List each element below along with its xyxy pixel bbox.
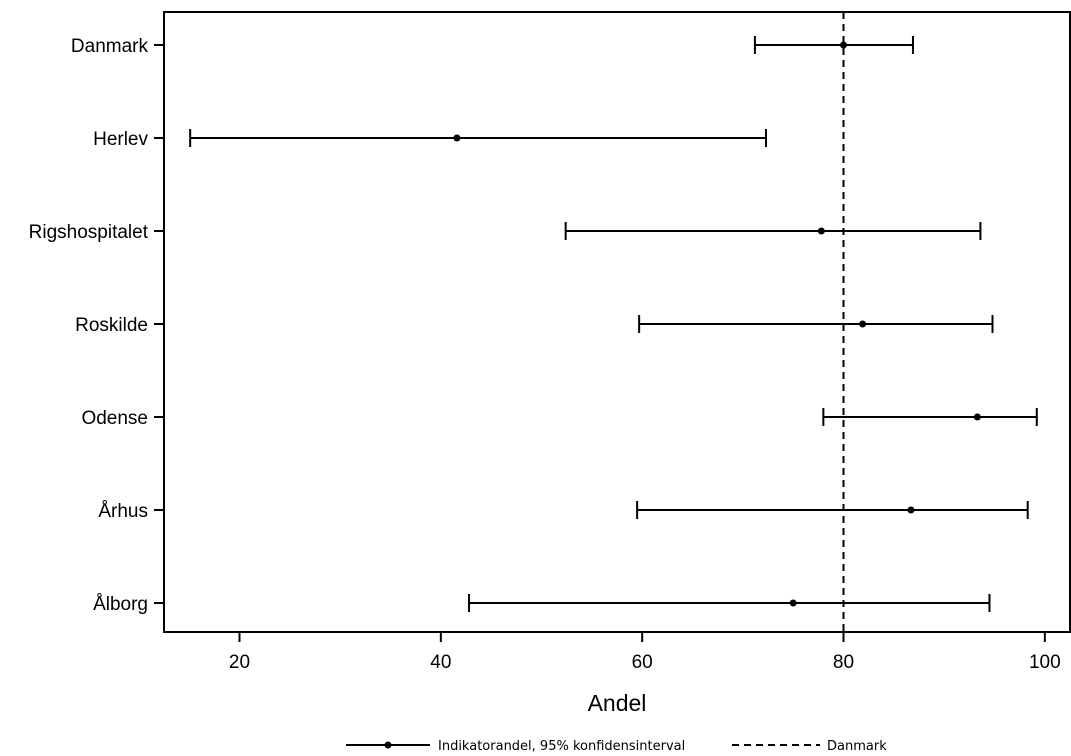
estimate-point bbox=[789, 599, 797, 607]
x-tick-label: 80 bbox=[833, 652, 854, 673]
category-label: Herlev bbox=[93, 129, 148, 150]
estimate-point bbox=[973, 413, 981, 421]
category-label: Rigshospitalet bbox=[29, 222, 149, 243]
legend: Indikatorandel, 95% konfidensinterval Dan… bbox=[346, 739, 887, 754]
x-tick-label: 40 bbox=[430, 652, 451, 673]
x-tick-label: 100 bbox=[1029, 652, 1061, 673]
category-label: Odense bbox=[81, 408, 148, 429]
x-axis: 20 40 60 80 100 bbox=[229, 632, 1061, 673]
ci-marks bbox=[189, 36, 1038, 612]
category-label: Århus bbox=[98, 501, 148, 522]
estimate-point bbox=[907, 506, 915, 514]
x-tick-label: 20 bbox=[229, 652, 250, 673]
estimate-point bbox=[453, 134, 461, 142]
estimate-point bbox=[817, 227, 825, 235]
category-label: Danmark bbox=[71, 36, 149, 57]
legend-label-indikator: Indikatorandel, 95% konfidensinterval bbox=[438, 739, 685, 754]
category-label: Roskilde bbox=[75, 315, 148, 336]
estimate-point bbox=[859, 320, 867, 328]
legend-point-swatch bbox=[384, 741, 392, 749]
category-label: Ålborg bbox=[93, 594, 148, 615]
estimate-point bbox=[840, 41, 847, 49]
x-axis-title: Andel bbox=[588, 690, 647, 716]
x-tick-label: 60 bbox=[632, 652, 653, 673]
plot-area-frame bbox=[163, 11, 1071, 633]
legend-label-danmark: Danmark bbox=[827, 739, 887, 754]
category-axis: Danmark Herlev Rigshospitalet Roskilde Odens… bbox=[29, 36, 164, 615]
